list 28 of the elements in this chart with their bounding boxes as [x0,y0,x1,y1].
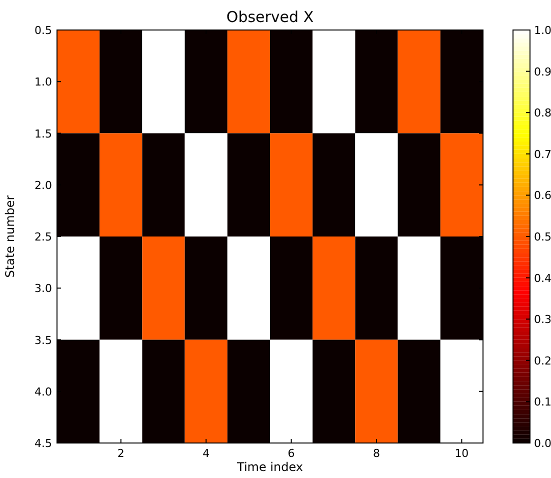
x-tick-label: 4 [202,447,210,460]
x-axis-title: Time index [236,460,304,474]
x-tick-label: 8 [373,447,380,460]
y-tick-label: 2.0 [34,178,52,192]
color-bar-label: 0.7 [534,148,551,161]
color-bar-label: 0.3 [534,313,551,326]
x-tick-label: 2 [117,447,124,460]
y-axis-title: State number [3,195,17,278]
color-bar-label: 0.9 [534,65,551,78]
y-tick-label: 4.5 [34,437,52,450]
y-tick-label: 1.0 [34,76,52,89]
y-tick-label: 4.0 [34,385,52,398]
y-tick-label: 3.5 [34,334,52,347]
x-tick-label: 6 [288,447,295,460]
color-bar-label: 0.5 [534,230,551,244]
color-bar-label: 1.0 [534,24,551,37]
color-bar-label: 0.4 [534,272,551,285]
color-bar-label: 0.8 [534,106,551,120]
x-tick-label: 10 [454,447,469,460]
chart-title: Observed X [226,8,314,26]
color-bar-label: 0.1 [534,396,551,409]
y-tick-label: 1.5 [34,127,52,140]
y-tick-label: 0.5 [34,24,52,37]
color-bar-label: 0.2 [534,354,551,368]
y-tick-label: 2.5 [34,230,52,244]
color-bar-label: 0.6 [534,189,551,202]
color-bar-label: 0.0 [534,437,551,450]
y-tick-label: 3.0 [34,282,52,296]
